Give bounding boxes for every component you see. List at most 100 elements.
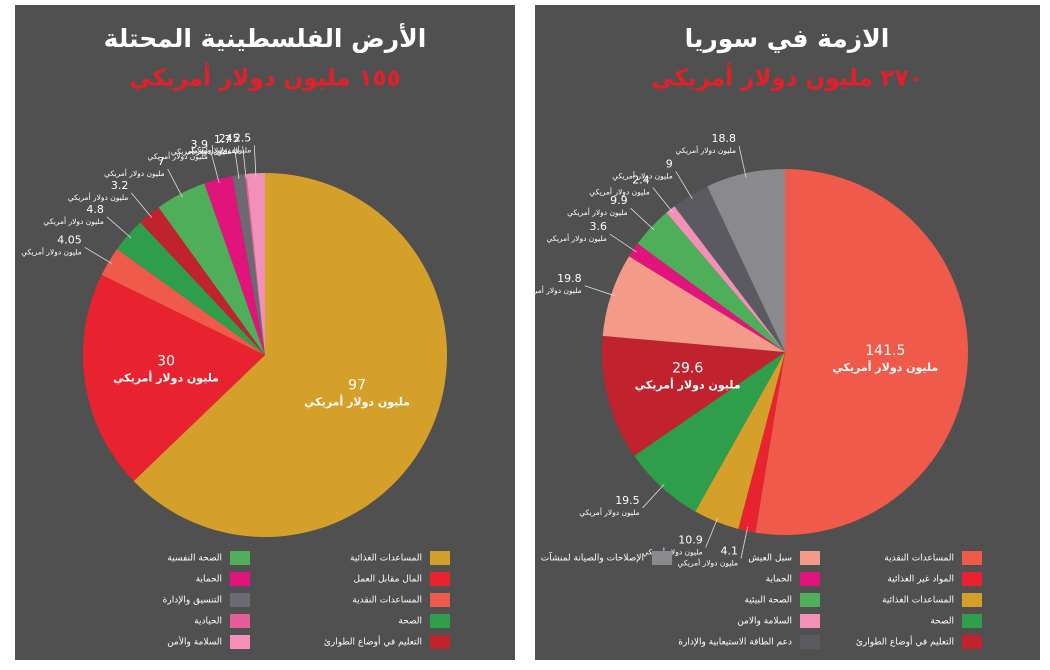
data-label-unit: مليون دولار أمريكي — [579, 507, 640, 517]
legend-swatch — [430, 635, 450, 649]
data-label: 10.9 — [678, 534, 703, 547]
data-label-unit: مليون دولار أمريكي — [147, 151, 208, 161]
data-label-unit: مليون دولار أمريكي — [635, 378, 741, 392]
leader-line — [84, 246, 113, 265]
legend-swatch — [962, 593, 982, 607]
data-label: 4.8 — [86, 203, 104, 216]
pie-slice — [629, 243, 785, 352]
data-label: 19.8 — [557, 272, 582, 285]
legend-label: الحماية — [196, 575, 222, 585]
data-label-unit: مليون دولار أمريكي — [567, 207, 628, 217]
data-label-unit: مليون دولار أمريكي — [104, 168, 165, 178]
legend-label: المساعدات الغذائية — [350, 554, 422, 564]
legend-swatch — [962, 572, 982, 586]
legend-label: السلامة والامن — [737, 617, 792, 627]
leader-line — [705, 517, 719, 548]
data-label: 7 — [158, 155, 165, 168]
pie-slice — [116, 222, 265, 355]
data-label: 4.1 — [720, 544, 738, 557]
data-label-unit: مليون دولار أمريكي — [546, 233, 607, 243]
legend-label: الحيادية — [194, 617, 222, 627]
pie-slice — [634, 352, 785, 512]
pie-slice — [83, 274, 265, 482]
leader-line — [630, 207, 655, 231]
pie-slice — [755, 169, 968, 535]
leader-line — [675, 171, 693, 200]
data-label: 19.5 — [615, 494, 640, 507]
data-label-unit: مليون دولار أمريكي — [21, 246, 82, 256]
chart-title: الازمة في سوريا — [685, 24, 890, 54]
legend-swatch — [800, 593, 820, 607]
data-label-unit: مليون دولار أمريكي — [676, 145, 737, 155]
legend-swatch — [230, 614, 250, 628]
legend-swatch — [800, 614, 820, 628]
leader-line — [609, 233, 637, 253]
data-label-unit: مليون دولار أمريكي — [521, 285, 582, 295]
leader-line — [738, 145, 747, 178]
data-label: 9 — [666, 157, 673, 170]
legend-swatch — [962, 614, 982, 628]
data-label-unit: مليون دولار أمريكي — [171, 146, 232, 156]
legend-label: المواد غير الغذائية — [887, 575, 954, 585]
pie-slice — [232, 174, 265, 355]
data-label-unit: مليون دولار أمريكي — [113, 370, 219, 384]
leader-line — [131, 192, 153, 218]
data-label-unit: مليون دولار أمريكي — [304, 394, 410, 408]
pie-slice — [707, 169, 785, 352]
legend-swatch — [962, 551, 982, 565]
data-label: 141.5 — [865, 343, 905, 359]
leader-line — [210, 151, 220, 184]
pie-slice — [133, 173, 447, 537]
legend-swatch — [430, 593, 450, 607]
legend-swatch — [230, 551, 250, 565]
pie-slice — [204, 175, 265, 355]
pie-slice — [140, 207, 265, 355]
data-label-unit: ألف دولار أمريكي — [185, 145, 239, 155]
legend-label: الصحة النفسية — [167, 554, 222, 564]
chart-subtitle: ١٥٥ مليون دولار أمريكي — [129, 62, 400, 92]
data-label: 9.9 — [610, 194, 628, 207]
data-label: 2.4 — [632, 174, 650, 187]
legend-label: المال مقابل العمل — [354, 575, 423, 585]
legend-swatch — [652, 551, 672, 565]
legend-swatch — [962, 635, 982, 649]
data-label: 3.2 — [111, 179, 129, 192]
legend-swatch — [430, 551, 450, 565]
legend-label: الإصلاحات والصيانة لمنشآت — [541, 552, 644, 564]
leader-line — [233, 147, 240, 179]
pie-slice — [244, 173, 265, 355]
legend-swatch — [430, 572, 450, 586]
data-label-unit: مليون دولار أمريكي — [589, 187, 650, 197]
data-label-unit: مليون دولار أمريكي — [43, 216, 104, 226]
leader-line — [740, 526, 749, 559]
pie-slice — [637, 212, 785, 352]
legend-label: المساعدات النقدية — [884, 554, 954, 564]
leader-line — [642, 483, 665, 509]
legend-label: دعم الطاقة الاستيعابية والإدارة — [678, 638, 792, 648]
legend-swatch — [800, 572, 820, 586]
pie-slice — [738, 352, 785, 533]
legend-swatch — [230, 635, 250, 649]
pie-slice — [695, 352, 785, 529]
data-label: 18.8 — [712, 132, 737, 145]
leader-line — [584, 285, 616, 297]
data-label-unit: مليون دولار أمريكي — [612, 170, 673, 180]
pie-slice — [602, 256, 785, 352]
leader-line — [253, 145, 257, 178]
data-label: 3.9 — [190, 138, 208, 151]
data-label-unit: مليون دولار أمريكي — [832, 360, 938, 374]
data-label: 245 — [219, 132, 240, 145]
legend-label: المساعدات الغذائية — [882, 596, 954, 606]
legend-swatch — [230, 593, 250, 607]
leader-line — [652, 187, 674, 213]
data-label: 4.05 — [57, 233, 82, 246]
legend-label: المساعدات النقدية — [352, 596, 422, 606]
pie-slice — [674, 186, 785, 352]
pie-slice — [246, 173, 265, 355]
leader-line — [242, 146, 247, 179]
pie-slice — [601, 335, 785, 456]
data-label: 30 — [157, 353, 175, 369]
data-label: 2.5 — [234, 131, 252, 144]
legend-swatch — [800, 635, 820, 649]
